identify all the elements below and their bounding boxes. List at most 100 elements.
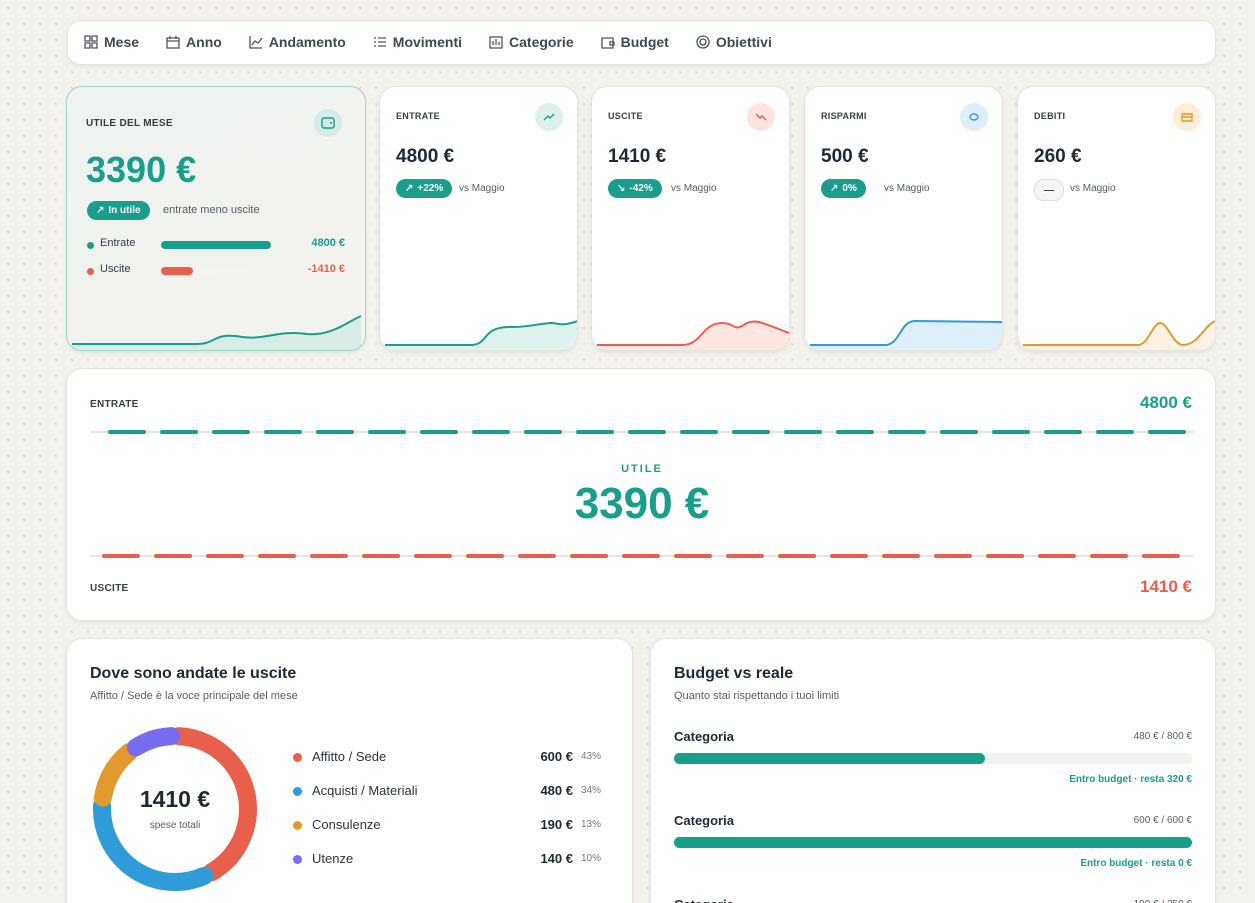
kpi-title: RISPARMI (821, 111, 867, 121)
kpi-icon-path (969, 113, 979, 121)
donut-segment (93, 727, 257, 891)
change-arrow: ↗ (405, 183, 414, 194)
kpi-icon (1173, 103, 1201, 131)
budget-status: Entro budget · resta 320 € (1069, 774, 1192, 785)
sparkline (72, 315, 362, 350)
kpi-icon (960, 103, 988, 131)
legend-share: 10% (580, 853, 601, 864)
row-track (161, 267, 271, 275)
kpi-sparkline (1023, 320, 1215, 350)
nav-bar: Mese Anno Andamento Movimenti Categorie Budge… (67, 20, 1216, 65)
legend-dot (293, 753, 302, 762)
summary-value: 3390 € (86, 149, 197, 190)
nav-icon-path (600, 37, 615, 49)
kpi-compare: vs Maggio (459, 183, 505, 194)
change-text: -42% (629, 183, 653, 194)
nav-label: Andamento (268, 34, 346, 50)
budget-subtitle: Quanto stai rispettando i tuoi limiti (674, 690, 840, 702)
budget-bar (674, 753, 985, 764)
kpi-icon-path (543, 113, 555, 121)
kpi-title: ENTRATE (396, 111, 440, 121)
budget-amount: 480 € / 800 € (1133, 731, 1192, 742)
nav-item[interactable]: Movimenti (373, 34, 462, 50)
legend-value: 600 € (540, 749, 573, 764)
legend-dot (293, 821, 302, 830)
change-text: 0% (842, 183, 857, 194)
kpi-value: 500 € (821, 146, 869, 167)
row-bar (161, 241, 271, 249)
nav-item[interactable]: Anno (166, 34, 222, 50)
nav-label: Obiettivi (715, 34, 772, 50)
kpi-change: — (1034, 179, 1064, 201)
legend-dot (293, 787, 302, 796)
badge-text: In utile (108, 205, 141, 216)
change-arrow: ↗ (830, 183, 839, 194)
nav-icon-path (166, 36, 180, 49)
kpi-sparkline (597, 320, 789, 350)
nav-icon (600, 37, 615, 49)
flow-expense-label: USCITE (90, 583, 129, 594)
nav-item[interactable]: Budget (600, 34, 669, 50)
legend-share: 43% (580, 751, 601, 762)
donut-total-label: spese totali (149, 820, 201, 831)
kpi-title: USCITE (608, 111, 643, 121)
nav-item[interactable]: Categorie (489, 34, 574, 50)
kpi-card: ENTRATE 4800 € ↗ +22% vs Maggio (379, 86, 578, 351)
row-value: 4800 € (311, 237, 345, 249)
kpi-card: DEBITI 260 € — vs Maggio (1017, 86, 1216, 351)
budget-name: Categoria (674, 897, 734, 903)
kpi-compare: vs Maggio (671, 183, 717, 194)
donut (93, 727, 257, 891)
sparkline-area (810, 321, 1002, 350)
row-dot (87, 242, 94, 249)
budget-name: Categoria (674, 813, 734, 828)
budget-card: Budget vs reale Quanto stai rispettando … (650, 638, 1216, 903)
nav-item[interactable]: Mese (84, 34, 139, 50)
legend-dot (293, 855, 302, 864)
kpi-card: RISPARMI 500 € ↗ 0% vs Maggio (804, 86, 1003, 351)
donut-segment (93, 727, 257, 891)
kpi-change: ↘ -42% (608, 179, 662, 198)
legend-value: 140 € (540, 851, 573, 866)
budget-status: Entro budget · resta 0 € (1080, 858, 1192, 869)
row-value: -1410 € (307, 263, 345, 275)
legend-name: Affitto / Sede (312, 749, 387, 764)
flow-center: 3390 € (574, 479, 710, 528)
nav-icon (373, 37, 386, 47)
flow-center-label: UTILE (621, 463, 663, 475)
kpi-icon (535, 103, 563, 131)
kpi-value: 4800 € (396, 146, 455, 167)
expenses-subtitle: Affitto / Sede è la voce principale del … (90, 690, 298, 702)
sparkline-area (385, 321, 577, 350)
nav-label: Movimenti (392, 34, 463, 50)
legend-name: Utenze (312, 851, 354, 866)
kpi-title: DEBITI (1034, 111, 1066, 121)
nav-label: Mese (104, 34, 140, 50)
summary-badge: ↗ In utile (87, 201, 150, 220)
kpi-icon-path (1181, 113, 1193, 122)
nav-icon-path (249, 36, 263, 49)
expenses-title: Dove sono andate le uscite (90, 665, 297, 682)
budget-bar (674, 837, 1192, 848)
nav-item[interactable]: Obiettivi (696, 34, 772, 50)
kpi-compare: vs Maggio (884, 183, 930, 194)
wallet-icon (314, 109, 342, 137)
kpi-icon-path (755, 113, 767, 121)
budget-amount: 600 € / 600 € (1133, 815, 1192, 826)
donut-total: 1410 € (139, 786, 211, 812)
nav-icon (249, 36, 263, 49)
legend-name: Consulenze (312, 817, 381, 832)
nav-icon-path (84, 35, 98, 49)
sparkline-line (1023, 320, 1215, 347)
nav-item[interactable]: Andamento (249, 34, 346, 50)
nav-label: Anno (186, 34, 222, 50)
legend-share: 13% (580, 819, 601, 830)
kpi-sparkline (385, 320, 577, 350)
legend-value: 190 € (540, 817, 573, 832)
budget-title: Budget vs reale (674, 665, 794, 682)
nav-icon (84, 35, 98, 49)
row-label: Uscite (100, 263, 131, 275)
budget-amount: 190 € / 250 € (1134, 899, 1192, 903)
nav-label: Budget (620, 34, 669, 50)
